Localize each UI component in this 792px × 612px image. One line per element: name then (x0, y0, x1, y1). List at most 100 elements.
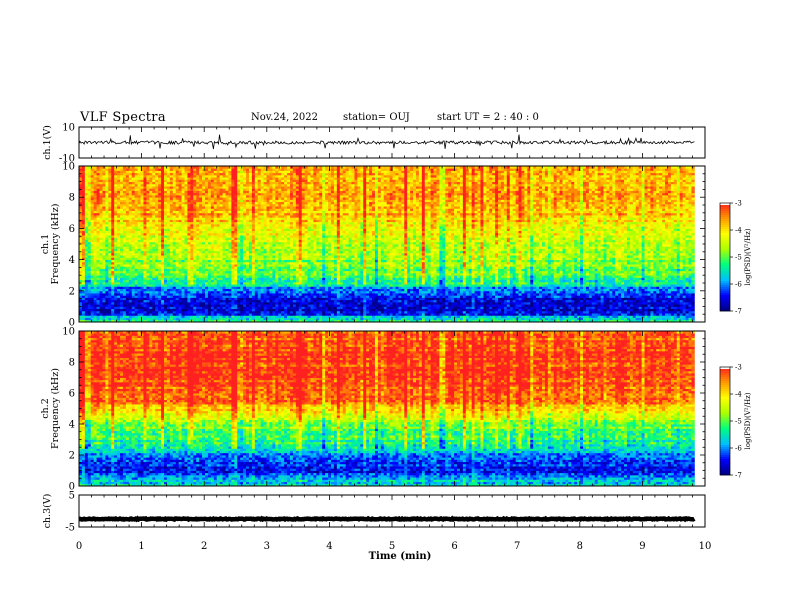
heatmap-cell (679, 293, 684, 296)
heatmap-cell (568, 297, 572, 301)
heatmap-cell (342, 319, 347, 323)
heatmap-cell (96, 293, 100, 296)
heatmap-cell (498, 310, 502, 314)
heatmap-cell (480, 306, 484, 310)
heatmap-cell (427, 315, 432, 318)
heatmap-cell (688, 299, 692, 303)
heatmap-cell (673, 319, 678, 323)
heatmap-cell (231, 308, 235, 312)
heatmap-cell (348, 293, 352, 296)
heatmap-cell (509, 315, 514, 318)
heatmap-cell (202, 319, 206, 323)
heatmap-cell (331, 317, 335, 321)
heatmap-cell (559, 310, 563, 314)
heatmap-cell (670, 304, 675, 307)
heatmap-cell (492, 295, 496, 298)
heatmap-cell (237, 310, 241, 314)
heatmap-cell (187, 301, 191, 305)
heatmap-cell (319, 306, 323, 310)
heatmap-cell (421, 297, 426, 301)
heatmap-cell (659, 306, 663, 310)
heatmap-cell (448, 308, 452, 312)
heatmap-cell (149, 306, 153, 310)
heatmap-cell (272, 301, 276, 305)
heatmap-cell (295, 293, 300, 296)
heatmap-cell (594, 308, 599, 312)
heatmap-cell (111, 299, 115, 303)
heatmap-cell (448, 319, 452, 323)
heatmap-cell (565, 297, 569, 301)
heatmap-cell (413, 315, 417, 318)
heatmap-cell (465, 317, 470, 321)
heatmap-cell (404, 308, 408, 312)
heatmap-cell (281, 315, 285, 318)
heatmap-cell (190, 299, 194, 303)
heatmap-cell (424, 310, 429, 314)
heatmap-cell (594, 297, 599, 301)
heatmap-cell (351, 293, 355, 296)
heatmap-cell (676, 297, 681, 301)
heatmap-cell (656, 304, 660, 307)
heatmap-cell (196, 304, 200, 307)
heatmap-cell (187, 299, 191, 303)
heatmap-cell (430, 293, 434, 296)
heatmap-cell (307, 319, 311, 323)
heatmap-cell (325, 319, 329, 323)
heatmap-cell (650, 306, 654, 310)
heatmap-cell (500, 306, 505, 310)
heatmap-cell (401, 310, 405, 314)
heatmap-cell (565, 308, 569, 312)
heatmap-cell (342, 306, 347, 310)
heatmap-cell (363, 315, 367, 318)
heatmap-cell (603, 308, 607, 312)
heatmap-cell (87, 301, 92, 305)
heatmap-cell (207, 315, 212, 318)
heatmap-cell (219, 299, 223, 303)
heatmap-cell (518, 313, 522, 316)
heatmap-cell (580, 297, 584, 301)
heatmap-cell (336, 290, 341, 294)
heatmap-cell (544, 297, 549, 301)
heatmap-cell (90, 295, 95, 298)
heatmap-cell (234, 295, 238, 298)
heatmap-cell (638, 299, 643, 303)
heatmap-cell (246, 310, 250, 314)
heatmap-cell (483, 317, 487, 321)
heatmap-cell (524, 310, 528, 314)
heatmap-cell (184, 297, 188, 301)
heatmap-cell (632, 293, 637, 296)
heatmap-cell (594, 310, 599, 314)
heatmap-cell (541, 293, 546, 296)
heatmap-cell (90, 293, 95, 296)
heatmap-cell (202, 304, 206, 307)
heatmap-cell (316, 313, 320, 316)
heatmap-cell (281, 304, 285, 307)
heatmap-cell (489, 317, 493, 321)
heatmap-cell (246, 308, 250, 312)
heatmap-cell (512, 295, 517, 298)
heatmap-cell (410, 308, 414, 312)
heatmap-cell (583, 295, 587, 298)
heatmap-cell (495, 319, 499, 323)
heatmap-cell (383, 295, 388, 298)
heatmap-cell (272, 310, 276, 314)
heatmap-cell (574, 313, 578, 316)
heatmap-cell (266, 301, 270, 305)
heatmap-cell (266, 290, 270, 294)
heatmap-cell (219, 301, 223, 305)
heatmap-cell (442, 317, 446, 321)
heatmap-cell (457, 299, 461, 303)
heatmap-cell (553, 315, 558, 318)
heatmap-cell (345, 313, 349, 316)
heatmap-cell (292, 290, 297, 294)
heatmap-cell (149, 308, 153, 312)
heatmap-cell (111, 317, 115, 321)
heatmap-cell (647, 304, 651, 307)
heatmap-cell (577, 313, 581, 316)
heatmap-cell (284, 319, 288, 323)
heatmap-cell (413, 297, 417, 301)
heatmap-cell (93, 293, 97, 296)
heatmap-cell (169, 319, 174, 323)
heatmap-cell (544, 310, 549, 314)
heatmap-cell (530, 308, 534, 312)
